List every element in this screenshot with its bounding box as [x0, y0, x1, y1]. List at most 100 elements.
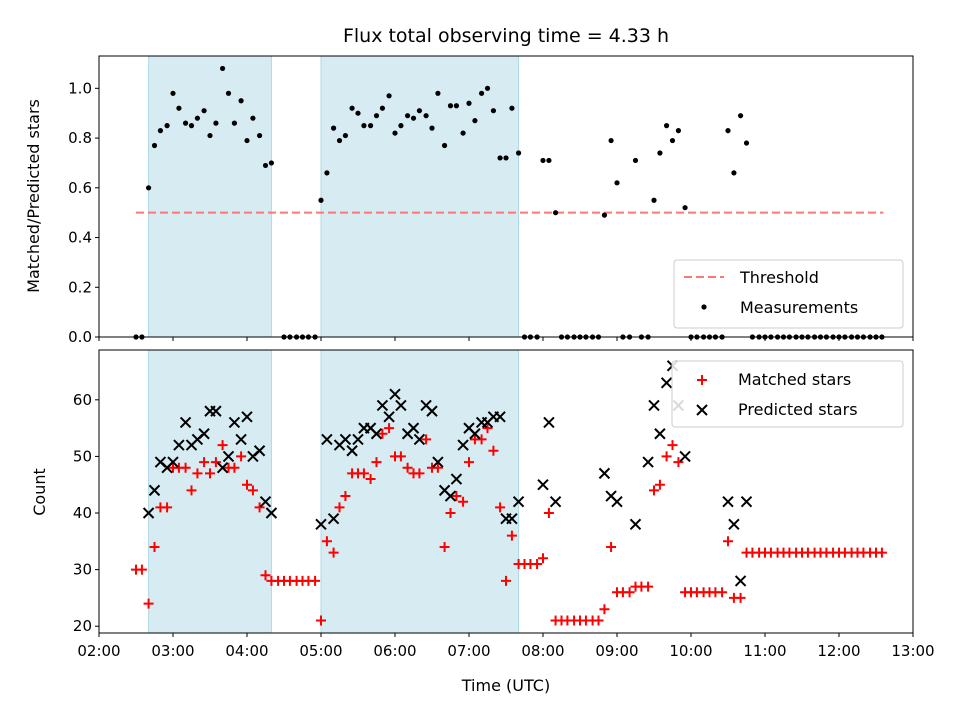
measurement-point-13: [213, 120, 219, 126]
measurement-point-53: [466, 100, 472, 106]
matched-star-point-47: [421, 434, 432, 445]
predicted-star-point-61: [642, 456, 654, 468]
matched-star-point-53: [458, 496, 469, 507]
measurement-point-11: [201, 108, 207, 114]
predicted-star-point-52: [506, 512, 518, 525]
measurement-point-46: [423, 113, 429, 119]
measurement-point-80: [632, 157, 639, 164]
measurement-point-97: [737, 113, 744, 119]
measurement-point-22: [268, 160, 275, 166]
predicted-star-point-39: [426, 405, 438, 417]
legend-threshold-label: Threshold: [739, 268, 819, 287]
predicted-star-point-15: [235, 433, 247, 446]
observing-window-shading: [148, 349, 520, 634]
count-y-tick-label-0: 20: [73, 617, 92, 635]
measurement-point-49: [441, 142, 448, 149]
measurement-point-16: [231, 120, 238, 126]
measurement-point-44: [410, 115, 417, 121]
matched-star-point-39: [371, 457, 382, 468]
matched-star-point-19: [247, 485, 258, 496]
measurement-point-66: [546, 157, 552, 164]
x-tick-label-4: 06:00: [373, 642, 416, 660]
matched-star-point-10: [192, 468, 203, 479]
ratio-y-tick-label-4: 0.8: [68, 129, 92, 147]
matched-star-point-41: [384, 423, 395, 434]
measurement-point-87: [675, 128, 682, 134]
count-shaded-interval-0: [148, 349, 272, 634]
count-legend: Matched stars Predicted stars: [671, 360, 904, 428]
predicted-star-point-40: [432, 456, 444, 468]
matched-star-point-34: [340, 491, 351, 502]
measurement-point-5: [164, 123, 170, 129]
matched-star-point-17: [236, 451, 247, 462]
predicted-star-point-53: [512, 495, 525, 508]
measurement-point-35: [355, 110, 361, 116]
matched-star-point-37: [358, 468, 369, 479]
count-plot-frame: [98, 349, 914, 634]
predicted-star-point-68: [722, 495, 734, 508]
matched-star-point-52: [451, 491, 462, 502]
ratio-y-tick-label-1: 0.2: [68, 278, 92, 296]
predicted-star-point-31: [376, 399, 389, 412]
predicted-star-point-50: [494, 411, 506, 423]
measurement-point-43: [404, 113, 411, 119]
predicted-star-point-64: [660, 377, 673, 389]
predicted-star-point-67: [679, 450, 691, 463]
measurement-point-14: [219, 65, 226, 72]
predicted-star-point-32: [383, 411, 395, 423]
measurement-point-77: [614, 180, 620, 186]
measurement-point-45: [416, 108, 423, 114]
count-panel: 02:00 03:00 04:00 05:00 06:00 07:00 08:00 09:00…: [30, 349, 935, 695]
measurement-point-42: [398, 123, 404, 129]
legend-matched-label: Matched stars: [738, 370, 851, 389]
measurement-point-86: [669, 137, 676, 144]
predicted-star-point-34: [395, 399, 407, 412]
predicted-star-point-9: [198, 428, 210, 440]
x-tick-label-3: 05:00: [299, 642, 342, 660]
ratio-y-axis-label: Matched/Predicted stars: [24, 99, 43, 293]
measurement-point-8: [182, 120, 189, 126]
measurement-point-38: [373, 113, 380, 119]
predicted-star-point-69: [728, 518, 740, 531]
ratio-y-tick-label-3: 0.6: [68, 179, 92, 197]
predicted-star-point-25: [339, 433, 352, 446]
matched-star-point-121: [876, 547, 887, 558]
measurement-point-32: [336, 137, 343, 144]
x-axis-label: Time (UTC): [461, 676, 550, 695]
matched-star-point-66: [538, 553, 548, 564]
predicted-star-point-42: [444, 490, 457, 502]
matched-star-point-18: [242, 479, 252, 490]
matched-star-point-44: [402, 462, 413, 473]
measurement-point-61: [515, 150, 522, 156]
legend-predicted-label: Predicted stars: [738, 400, 858, 419]
matched-star-point-83: [643, 581, 654, 592]
count-y-tick-label-3: 50: [73, 447, 92, 465]
measurement-point-4: [157, 128, 164, 134]
predicted-star-point-55: [543, 416, 555, 429]
measurement-point-19: [250, 115, 256, 121]
matched-star-point-59: [495, 502, 506, 513]
matched-star-point-60: [501, 575, 511, 586]
x-tick-label-11: 13:00: [891, 642, 934, 660]
matched-star-point-13: [210, 457, 221, 468]
matched-star-point-57: [482, 423, 493, 434]
measurement-point-76: [608, 137, 614, 144]
matched-star-point-65: [532, 558, 543, 569]
measurement-point-65: [540, 157, 546, 164]
predicted-star-point-13: [222, 450, 235, 463]
predicted-star-point-20: [265, 507, 278, 519]
measurement-point-12: [207, 132, 213, 139]
predicted-star-point-16: [241, 411, 253, 423]
matched-star-point-9: [186, 485, 197, 496]
matched-star-point-1: [136, 564, 147, 575]
ratio-legend-box: [673, 259, 904, 329]
measurement-point-95: [725, 128, 731, 134]
matched-star-point-50: [439, 541, 450, 552]
count-shaded-interval-1: [320, 349, 520, 634]
measurement-point-84: [657, 150, 663, 156]
measurement-point-96: [731, 170, 737, 176]
measurement-point-21: [262, 162, 269, 169]
predicted-star-point-26: [346, 445, 358, 457]
matched-star-point-75: [593, 615, 604, 626]
matched-star-point-5: [162, 502, 173, 513]
